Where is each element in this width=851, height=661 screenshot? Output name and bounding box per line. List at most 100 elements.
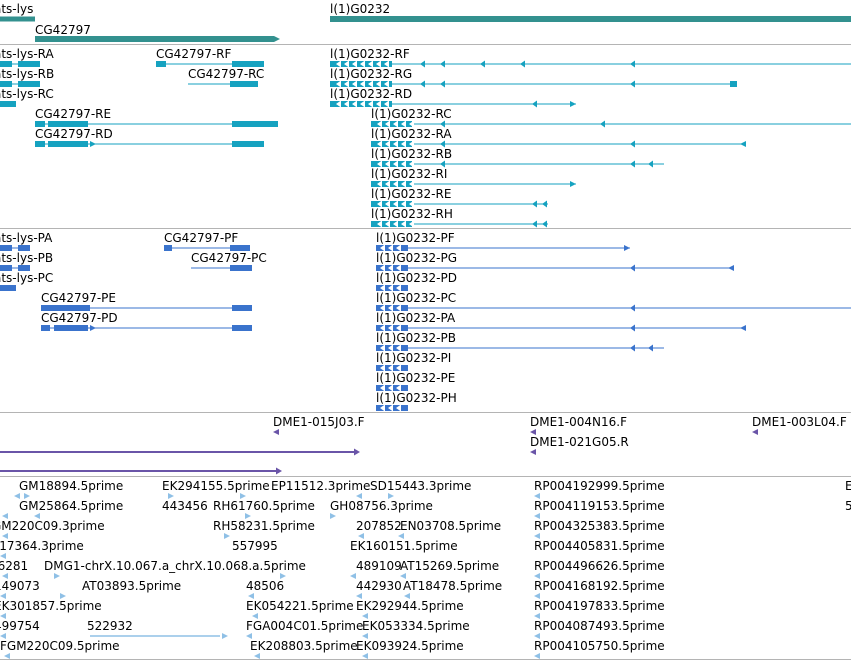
exon-block[interactable] — [230, 245, 250, 251]
strand-arrow-left — [530, 449, 536, 455]
exon-block[interactable] — [156, 61, 166, 67]
strand-arrow-left — [388, 304, 393, 312]
feature-label: SD15443.3prime — [370, 479, 471, 493]
exon-block[interactable] — [0, 245, 12, 251]
strand-arrow-left — [630, 60, 635, 68]
strand-arrow-left — [480, 60, 485, 68]
feature-label: E — [845, 479, 851, 493]
exon-block[interactable] — [0, 265, 12, 271]
exon-block[interactable] — [0, 16, 35, 22]
feature-label: 5 — [845, 499, 851, 513]
strand-arrow-left — [388, 344, 393, 352]
exon-block[interactable] — [35, 121, 45, 127]
exon-block[interactable] — [164, 245, 172, 251]
strand-arrow-left — [648, 160, 653, 168]
strand-arrow-left — [352, 60, 357, 68]
strand-arrow-right — [54, 573, 60, 579]
strand-arrow-left — [630, 264, 635, 272]
feature-label: l(1)G0232-RE — [371, 187, 451, 201]
strand-arrow-left — [248, 593, 254, 599]
feature-label: EN03708.5prime — [400, 519, 501, 533]
exon-block[interactable] — [371, 141, 412, 147]
exon-block[interactable] — [232, 305, 252, 311]
feature-label: ats-lys-RA — [0, 47, 55, 61]
exon-block[interactable] — [48, 121, 88, 127]
strand-arrow-left — [2, 573, 8, 579]
strand-arrow-left — [246, 633, 252, 639]
strand-arrow-left — [336, 60, 341, 68]
protein-track: ats-lys-PA ats-lys-PB ats-lys-PC CG42797-PF… — [0, 231, 851, 412]
exon-block[interactable] — [230, 81, 258, 87]
strand-arrow-left — [385, 140, 390, 148]
exon-block[interactable] — [90, 635, 220, 637]
feature-label: l(1)G0232-RD — [330, 87, 412, 101]
exon-block[interactable] — [232, 61, 264, 67]
feature-label: l(1)G0232-PC — [376, 291, 456, 305]
strand-arrow-left — [385, 180, 390, 188]
feature-label: DME1-015J03.F — [273, 415, 365, 429]
exon-block[interactable] — [0, 451, 354, 453]
exon-block[interactable] — [41, 325, 50, 331]
exon-block[interactable] — [371, 201, 412, 207]
strand-arrow-left — [420, 60, 425, 68]
exon-block[interactable] — [0, 61, 12, 67]
exon-block[interactable] — [0, 285, 16, 291]
feature-label: EK093924.5prime — [356, 639, 464, 653]
strand-arrow-left — [398, 533, 404, 539]
strand-arrow-left — [396, 244, 401, 252]
strand-arrow-left — [396, 284, 401, 292]
feature-label: DME1-004N16.F — [530, 415, 627, 429]
feature-label: ats-lys-PA — [0, 231, 53, 245]
strand-arrow-left — [542, 220, 547, 228]
feature-label: l(1)G0232-PF — [376, 231, 455, 245]
strand-arrow-left — [534, 653, 540, 659]
exon-block[interactable] — [232, 325, 252, 331]
exon-block[interactable] — [48, 141, 88, 147]
exon-block[interactable] — [54, 325, 88, 331]
strand-arrow-left — [385, 200, 390, 208]
strand-arrow-left — [396, 344, 401, 352]
strand-arrow-left — [377, 120, 382, 128]
strand-arrow-left — [384, 100, 389, 108]
exon-block[interactable] — [0, 81, 12, 87]
strand-arrow-left — [396, 264, 401, 272]
feature-label: ats-lys — [0, 2, 33, 16]
strand-arrow-left — [409, 200, 414, 208]
exon-block[interactable] — [371, 181, 412, 187]
exon-block[interactable] — [371, 161, 412, 167]
strand-arrow-right — [245, 513, 251, 519]
strand-arrow-left — [376, 100, 381, 108]
feature-label: l(1)G0232-RI — [371, 167, 447, 181]
feature-label: FGM220C09.5prime — [0, 639, 120, 653]
feature-label: EK053334.5prime — [362, 619, 470, 633]
exon-block[interactable] — [35, 36, 274, 42]
exon-block[interactable] — [0, 101, 16, 107]
exon-block[interactable] — [371, 221, 412, 227]
exon-block[interactable] — [41, 305, 90, 311]
exon-block[interactable] — [371, 121, 412, 127]
exon-block[interactable] — [330, 16, 851, 22]
strand-arrow-left — [388, 364, 393, 372]
exon-block[interactable] — [232, 141, 264, 147]
exon-block[interactable] — [232, 121, 278, 127]
feature-label: CG42797 — [35, 23, 91, 37]
exon-block[interactable] — [18, 61, 40, 67]
exon-block[interactable] — [730, 81, 737, 87]
strand-arrow-left — [380, 404, 385, 412]
strand-arrow-left — [2, 533, 8, 539]
feature-label: CG42797-PE — [41, 291, 116, 305]
feature-label: RP004325383.5prime — [534, 519, 665, 533]
strand-arrow-right — [274, 36, 280, 42]
feature-label: RP004168192.5prime — [534, 579, 665, 593]
exon-block[interactable] — [18, 265, 30, 271]
exon-block[interactable] — [18, 81, 40, 87]
exon-block[interactable] — [230, 265, 252, 271]
exon-block[interactable] — [35, 141, 45, 147]
strand-arrow-left — [532, 200, 537, 208]
strand-arrow-left — [360, 60, 365, 68]
strand-arrow-left — [740, 141, 746, 147]
exon-block[interactable] — [0, 470, 276, 472]
strand-arrow-left — [380, 264, 385, 272]
strand-arrow-left — [252, 613, 258, 619]
exon-block[interactable] — [18, 245, 30, 251]
